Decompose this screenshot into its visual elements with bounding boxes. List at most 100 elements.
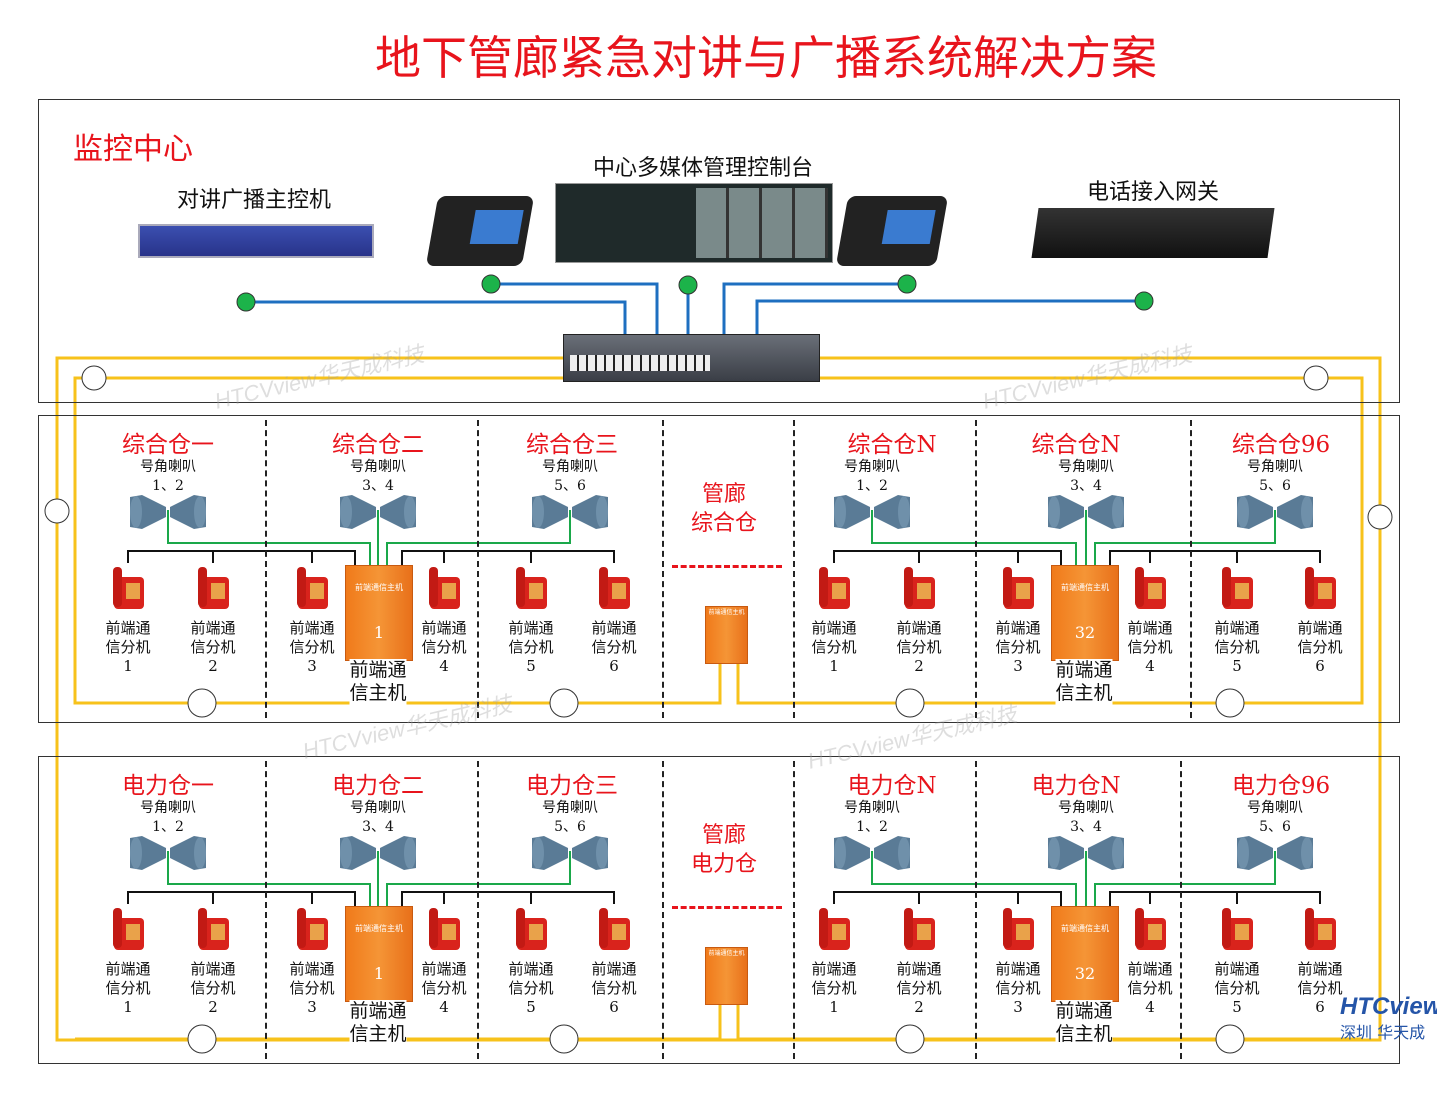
horn-speaker-icon	[340, 836, 416, 870]
horn-speaker-icon	[532, 836, 608, 870]
phone-wire	[833, 891, 1062, 906]
emergency-phone-icon	[297, 567, 328, 609]
logo-brand: HTCview	[1340, 993, 1437, 1020]
compartment-title: 电力仓一	[122, 773, 214, 799]
gateway-label: 电话接入网关	[1086, 180, 1220, 205]
phone-extension-label: 前端通 信分机 5	[1214, 619, 1260, 675]
phone-extension-label: 前端通 信分机 4	[421, 960, 467, 1016]
compartment-title: 电力仓96	[1231, 773, 1331, 799]
gateway-device	[1031, 208, 1275, 258]
compartment-title: 电力仓二	[332, 773, 424, 799]
front-end-host-label: 前端通 信主机	[349, 659, 407, 705]
network-line	[722, 282, 907, 336]
emergency-phone-icon	[1135, 567, 1166, 609]
horn-speaker-icon	[1237, 495, 1313, 529]
phone-extension-label: 前端通 信分机 5	[1214, 960, 1260, 1016]
horn-speaker-icon	[834, 836, 910, 870]
broadcast-bus-segment	[736, 662, 1060, 705]
broadcast-node-icon	[81, 365, 107, 391]
broadcast-node-icon	[1215, 688, 1245, 718]
emergency-phone-icon	[819, 567, 850, 609]
emergency-phone-icon	[599, 567, 630, 609]
phone-extension-label: 前端通 信分机 1	[811, 960, 857, 1016]
ip-phone-left	[425, 196, 535, 266]
compartment-divider	[793, 761, 795, 1059]
broadcast-node-icon	[187, 688, 217, 718]
emergency-phone-icon	[516, 567, 547, 609]
speaker-label: 号角喇叭 3、4	[350, 800, 406, 835]
emergency-phone-icon	[297, 908, 328, 950]
red-divider	[672, 565, 782, 568]
horn-speaker-icon	[532, 495, 608, 529]
broadcast-node-icon	[549, 1024, 579, 1054]
speaker-wire	[1094, 851, 1276, 906]
front-end-host-box: 前端通信主机 1	[345, 906, 413, 1002]
compartment-divider	[1180, 761, 1182, 1059]
phone-extension-label: 前端通 信分机 3	[995, 960, 1041, 1016]
speaker-label: 号角喇叭 5、6	[1247, 459, 1303, 494]
speaker-label: 号角喇叭 1、2	[140, 459, 196, 494]
emergency-phone-icon	[516, 908, 547, 950]
speaker-label: 号角喇叭 3、4	[350, 459, 406, 494]
broadcast-node-icon	[1303, 365, 1329, 391]
phone-extension-label: 前端通 信分机 1	[105, 960, 151, 1016]
compartment-divider	[477, 761, 479, 1059]
page-title: 地下管廊紧急对讲与广播系统解决方案	[375, 31, 1157, 85]
broadcast-bus-segment	[405, 662, 722, 705]
horn-speaker-icon	[130, 495, 206, 529]
horn-speaker-icon	[1048, 836, 1124, 870]
emergency-phone-icon	[819, 908, 850, 950]
emergency-phone-icon	[113, 567, 144, 609]
broadcast-node-icon	[1215, 1024, 1245, 1054]
network-node	[1134, 291, 1154, 311]
speaker-label: 号角喇叭 1、2	[844, 459, 900, 494]
network-line	[755, 299, 1144, 336]
phone-extension-label: 前端通 信分机 6	[1297, 619, 1343, 675]
phone-wire	[1109, 550, 1321, 565]
logo-sub: 深圳 华天成	[1340, 1023, 1426, 1042]
tunnel-section-panel	[38, 756, 1400, 1064]
speaker-label: 号角喇叭 5、6	[1247, 800, 1303, 835]
small-host-box: 前端通信主机	[705, 947, 748, 1005]
emergency-phone-icon	[1003, 567, 1034, 609]
speaker-label: 号角喇叭 3、4	[1058, 459, 1114, 494]
phone-extension-label: 前端通 信分机 5	[508, 619, 554, 675]
broadcast-node-icon	[187, 1024, 217, 1054]
front-end-host-box: 前端通信主机 32	[1051, 906, 1119, 1002]
speaker-label: 号角喇叭 1、2	[844, 800, 900, 835]
emergency-phone-icon	[904, 567, 935, 609]
console-screen	[555, 183, 833, 263]
tunnel-section-panel	[38, 415, 1400, 723]
broadcast-bus-segment	[736, 998, 1060, 1041]
phone-extension-label: 前端通 信分机 2	[190, 960, 236, 1016]
speaker-wire	[1094, 510, 1276, 565]
compartment-title: 电力仓三	[526, 773, 618, 799]
phone-extension-label: 前端通 信分机 6	[591, 960, 637, 1016]
compartment-title: 综合仓一	[122, 432, 214, 458]
emergency-phone-icon	[1222, 567, 1253, 609]
compartment-divider	[662, 761, 664, 1059]
phone-extension-label: 前端通 信分机 3	[289, 960, 335, 1016]
phone-extension-label: 前端通 信分机 2	[896, 619, 942, 675]
compartment-divider	[662, 420, 664, 718]
emergency-phone-icon	[599, 908, 630, 950]
phone-extension-label: 前端通 信分机 3	[995, 619, 1041, 675]
network-switch	[563, 334, 820, 382]
phone-wire	[401, 550, 615, 565]
horn-speaker-icon	[1237, 836, 1313, 870]
emergency-phone-icon	[429, 908, 460, 950]
compartment-divider	[265, 420, 267, 718]
emergency-phone-icon	[1222, 908, 1253, 950]
emergency-phone-icon	[1305, 567, 1336, 609]
compartment-title: 综合仓96	[1231, 432, 1331, 458]
network-node	[678, 275, 698, 295]
phone-extension-label: 前端通 信分机 2	[896, 960, 942, 1016]
compartment-divider	[1190, 420, 1192, 718]
monitor-center-panel	[38, 99, 1400, 403]
compartment-title: 综合仓N	[847, 432, 937, 458]
emergency-phone-icon	[1003, 908, 1034, 950]
broadcast-node-icon	[44, 498, 70, 524]
compartment-title: 综合仓二	[332, 432, 424, 458]
network-node	[481, 274, 501, 294]
